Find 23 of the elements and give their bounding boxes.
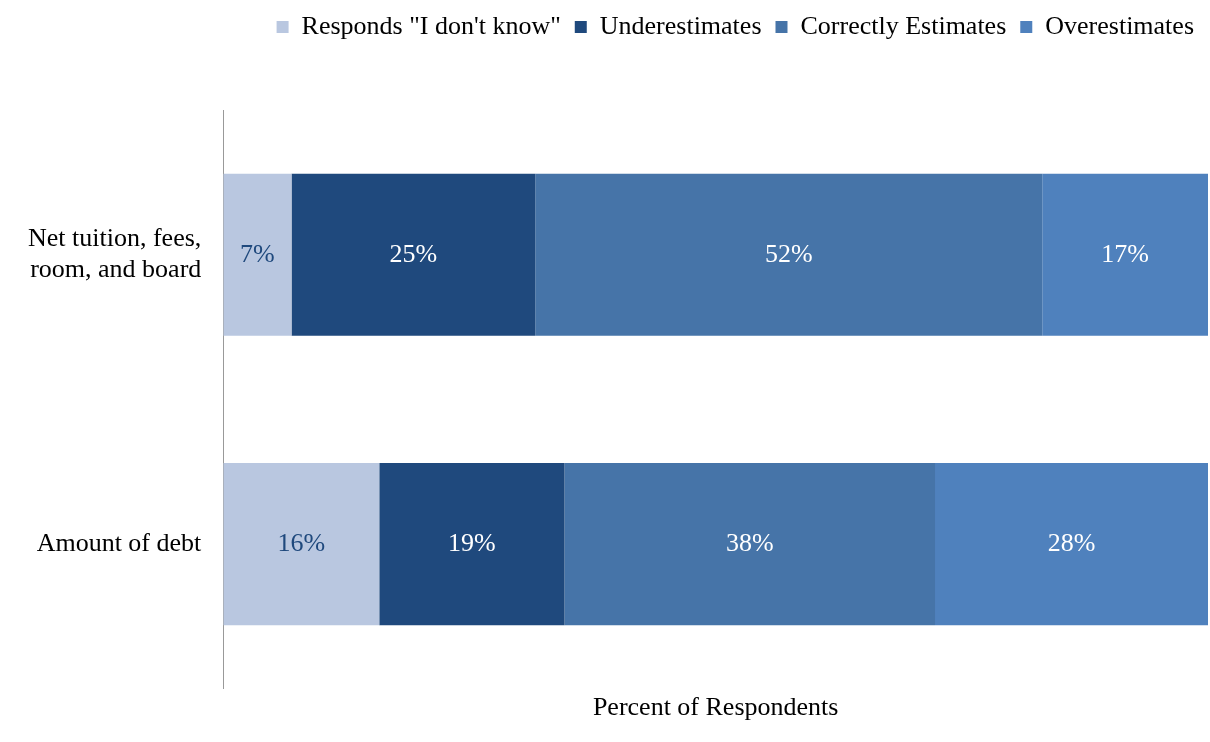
legend-label: Responds "I don't know": [301, 10, 561, 40]
bar: [223, 463, 380, 626]
legend-label: Overestimates: [1045, 10, 1195, 40]
bar: [223, 173, 292, 336]
data-label: 19%: [448, 527, 496, 557]
data-label: 17%: [1101, 238, 1149, 268]
bar: [379, 463, 565, 626]
bar: [1042, 173, 1208, 336]
bar: [535, 173, 1043, 336]
data-label: 52%: [764, 238, 813, 268]
data-label: 38%: [725, 527, 774, 557]
data-label: 16%: [277, 527, 326, 557]
x-axis-title: Percent of Respondents: [592, 692, 839, 722]
data-label: 28%: [1047, 527, 1096, 557]
bar: [291, 173, 536, 336]
legend-label: Correctly Estimates: [800, 10, 1007, 40]
data-label: 25%: [389, 238, 438, 268]
legend-label: Underestimates: [599, 10, 762, 40]
bar: [935, 463, 1208, 626]
bar: [564, 463, 936, 626]
y-tick-label: Net tuition, fees, room, and board: [27, 222, 202, 284]
data-label: 7%: [240, 238, 275, 268]
y-tick-label: Amount of debt: [36, 527, 203, 557]
